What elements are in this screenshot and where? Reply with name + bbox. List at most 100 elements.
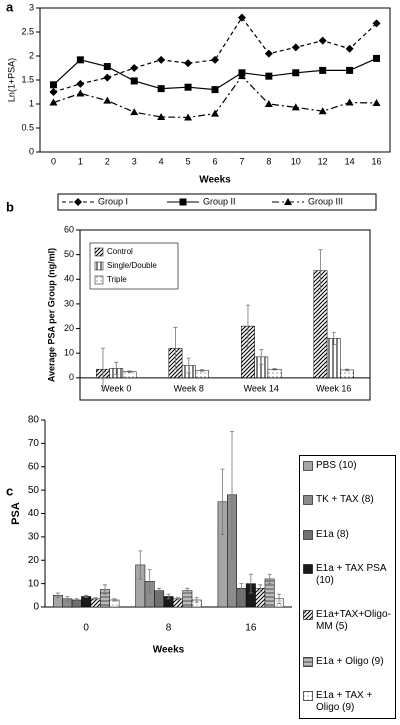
marker [76,79,85,88]
marker [130,64,139,72]
legend-swatch [303,656,313,667]
y-tick-label: 1 [29,98,34,108]
legend-label: Group II [203,196,236,206]
legend-swatch [303,610,313,621]
x-tick-label: 7 [239,156,244,166]
legend-entry: E1a + TAX + Oligo (9) [303,690,392,714]
legend-label: E1a+TAX+Oligo-MM (5) [316,609,391,633]
y-tick-label: 30 [64,298,74,308]
legend-label: E1a + TAX + Oligo (9) [316,689,373,713]
marker [184,113,193,121]
x-tick-label: 6 [212,156,217,166]
marker [372,99,381,107]
error-bar [100,347,105,391]
y-tick-label: 20 [64,323,74,333]
y-tick-label: 3 [29,2,34,12]
error-bar [272,368,277,371]
y-tick-label: 20 [28,555,40,566]
x-tick-label: 0 [51,156,56,166]
legend-label: E1a (8) [316,528,349,540]
marker [157,112,166,120]
x-axis-title: Weeks [153,645,185,656]
panel-label: c [6,483,13,498]
error-bar [127,370,132,373]
plot-frame [39,7,391,153]
marker [319,66,327,74]
marker [49,81,57,89]
y-tick-label: 0 [33,602,39,613]
marker [292,69,300,77]
error-bar [259,349,264,365]
x-tick-label: Week 8 [174,383,204,393]
error-bar [102,584,107,595]
x-axis-title: Weeks [199,175,231,186]
error-bar [186,357,191,374]
error-bar [147,569,152,594]
legend-box [89,242,179,290]
legend-swatch [94,247,104,257]
marker [264,100,273,107]
legend-entry: E1a + Oligo (9) [303,656,392,668]
error-bar [84,594,89,599]
marker [184,83,192,91]
error-bar [194,597,199,603]
error-bar [230,431,235,559]
x-tick-label: 16 [245,623,257,634]
x-tick-label: 0 [83,623,89,634]
y-tick-label: 0.5 [21,122,34,132]
marker [130,77,138,85]
marker [76,56,84,64]
error-bar [258,584,263,593]
marker [291,103,300,111]
y-tick-label: 40 [28,508,40,519]
x-tick-label: Week 16 [316,383,351,393]
marker [264,49,273,58]
marker [103,63,111,71]
error-bar [157,587,162,594]
error-bar [239,583,244,594]
legend-label: Group III [308,196,343,206]
legend-label: Group I [98,196,128,206]
y-tick-label: 30 [28,532,40,543]
marker [130,108,139,116]
legend-label: Triple [107,275,127,284]
marker [211,86,219,94]
panel-label: b [6,199,14,214]
legend-label: Control [107,247,133,256]
marker [237,13,246,22]
y-tick-label: 2.5 [21,26,34,36]
marker [372,19,381,28]
error-bar [93,597,98,601]
legend-entry: TK + TAX (8) [303,494,392,506]
error-bar [200,369,205,372]
x-tick-label: 4 [159,156,164,166]
legend-entry: E1a (8) [303,529,392,541]
marker [291,43,300,52]
y-tick-label: 70 [28,438,40,449]
legend-swatch [303,564,313,574]
bar [267,368,282,379]
x-tick-label: 14 [345,156,355,166]
legend-swatch [303,691,313,701]
error-bar [185,587,190,594]
legend-label: PBS (10) [316,460,357,471]
x-tick-label: 3 [132,156,137,166]
error-bar [166,593,171,600]
x-tick-label: 10 [291,156,301,166]
x-tick-label: Week 14 [244,383,279,393]
legend-marker [179,198,187,206]
legend-entry: PBS (10) [303,460,392,472]
legend-marker [284,198,292,205]
panel-label: a [6,0,14,14]
y-tick-label: 0 [29,146,34,156]
x-tick-label: 2 [105,156,110,166]
legend-swatch [303,461,313,471]
error-bar [65,596,70,602]
error-bar [345,368,350,372]
marker [103,96,112,104]
marker [345,44,354,53]
error-bar [175,597,180,601]
plot-frame [79,229,371,401]
y-tick-label: 10 [28,578,40,589]
marker [211,55,219,64]
